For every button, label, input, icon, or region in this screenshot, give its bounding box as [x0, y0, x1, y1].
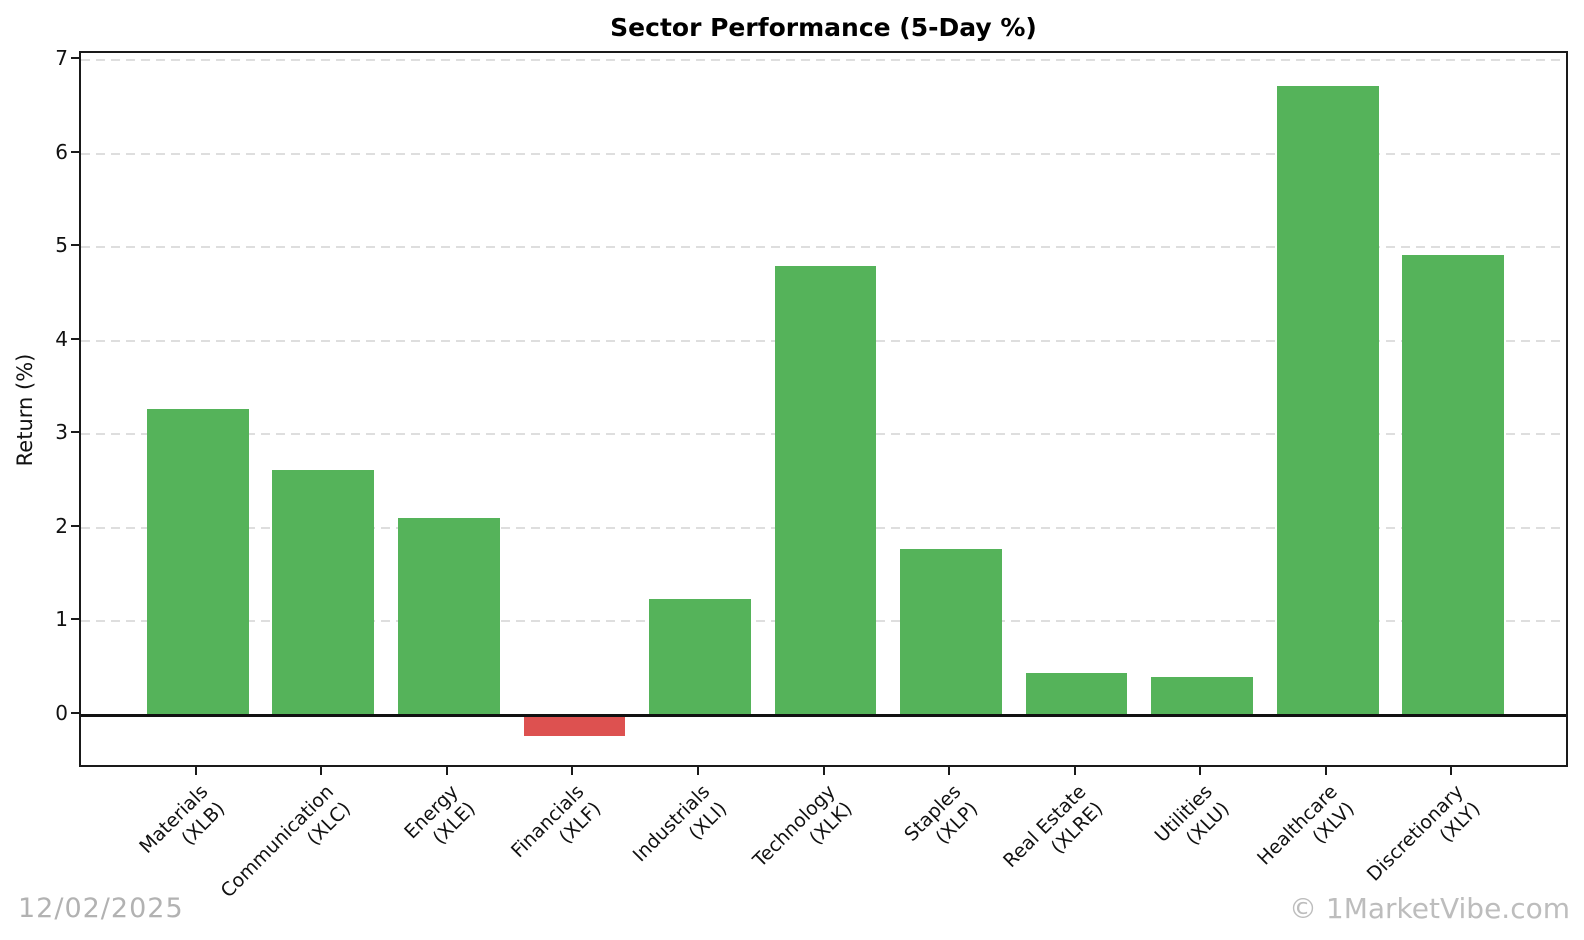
x-tick-mark-5: [822, 767, 825, 775]
x-tick-mark-1: [320, 767, 323, 775]
gridline-y5: [81, 246, 1566, 249]
bar-xle: [398, 518, 500, 715]
bar-xlb: [146, 409, 249, 715]
y-tick-mark-0: [71, 711, 79, 714]
x-tick-label-8: Utilities (XLU): [1150, 780, 1235, 865]
y-tick-mark-3: [71, 431, 79, 434]
gridline-y7: [81, 59, 1566, 62]
x-tick-mark-10: [1450, 767, 1453, 775]
y-tick-label-7: 7: [55, 46, 68, 71]
x-tick-mark-6: [948, 767, 951, 775]
x-tick-mark-7: [1073, 767, 1076, 775]
y-axis-label: Return (%): [13, 353, 37, 467]
x-tick-label-5: Technology (XLK): [748, 780, 857, 889]
x-tick-label-0: Materials (XLB): [134, 780, 230, 876]
bar-xlu: [1151, 677, 1253, 715]
x-tick-label-9: Healthcare (XLV): [1252, 780, 1359, 887]
x-tick-label-2: Energy (XLE): [400, 780, 481, 861]
x-tick-mark-4: [696, 767, 699, 775]
y-tick-mark-6: [71, 150, 79, 153]
x-tick-label-4: Industrials (XLI): [628, 780, 732, 884]
bar-xlc: [272, 469, 375, 715]
x-tick-mark-8: [1199, 767, 1202, 775]
y-tick-label-1: 1: [55, 607, 68, 632]
x-tick-label-10: Discretionary (XLY): [1362, 780, 1485, 903]
x-tick-label-1: Communication (XLC): [215, 780, 355, 920]
y-tick-mark-7: [71, 57, 79, 60]
x-tick-label-7: Real Estate (XLRE): [999, 780, 1109, 890]
x-tick-mark-3: [571, 767, 574, 775]
x-tick-mark-9: [1324, 767, 1327, 775]
y-tick-mark-2: [71, 524, 79, 527]
zero-line: [81, 713, 1566, 717]
y-tick-mark-1: [71, 618, 79, 621]
y-tick-mark-5: [71, 244, 79, 247]
bar-xlre: [1025, 672, 1128, 715]
bar-xly: [1402, 254, 1505, 715]
bar-xli: [649, 598, 751, 715]
y-tick-label-2: 2: [55, 513, 68, 538]
y-tick-label-6: 6: [55, 139, 68, 164]
plot-area: [79, 51, 1568, 767]
footer-date: 12/02/2025: [18, 893, 184, 924]
x-tick-label-3: Financials (XLF): [507, 780, 607, 880]
gridline-y6: [81, 152, 1566, 155]
y-tick-label-5: 5: [55, 233, 68, 258]
bar-xlk: [774, 266, 877, 715]
y-tick-mark-4: [71, 337, 79, 340]
y-tick-label-0: 0: [55, 700, 68, 725]
bar-xlp: [900, 549, 1002, 715]
x-tick-mark-0: [194, 767, 197, 775]
y-tick-label-4: 4: [55, 326, 68, 351]
x-tick-mark-2: [445, 767, 448, 775]
footer-watermark: © 1MarketVibe.com: [1289, 892, 1570, 925]
x-tick-label-6: Staples (XLP): [899, 780, 983, 864]
bar-xlv: [1276, 85, 1379, 715]
bar-xlf: [523, 714, 626, 737]
y-tick-label-3: 3: [55, 420, 68, 445]
chart-title: Sector Performance (5-Day %): [610, 13, 1037, 42]
